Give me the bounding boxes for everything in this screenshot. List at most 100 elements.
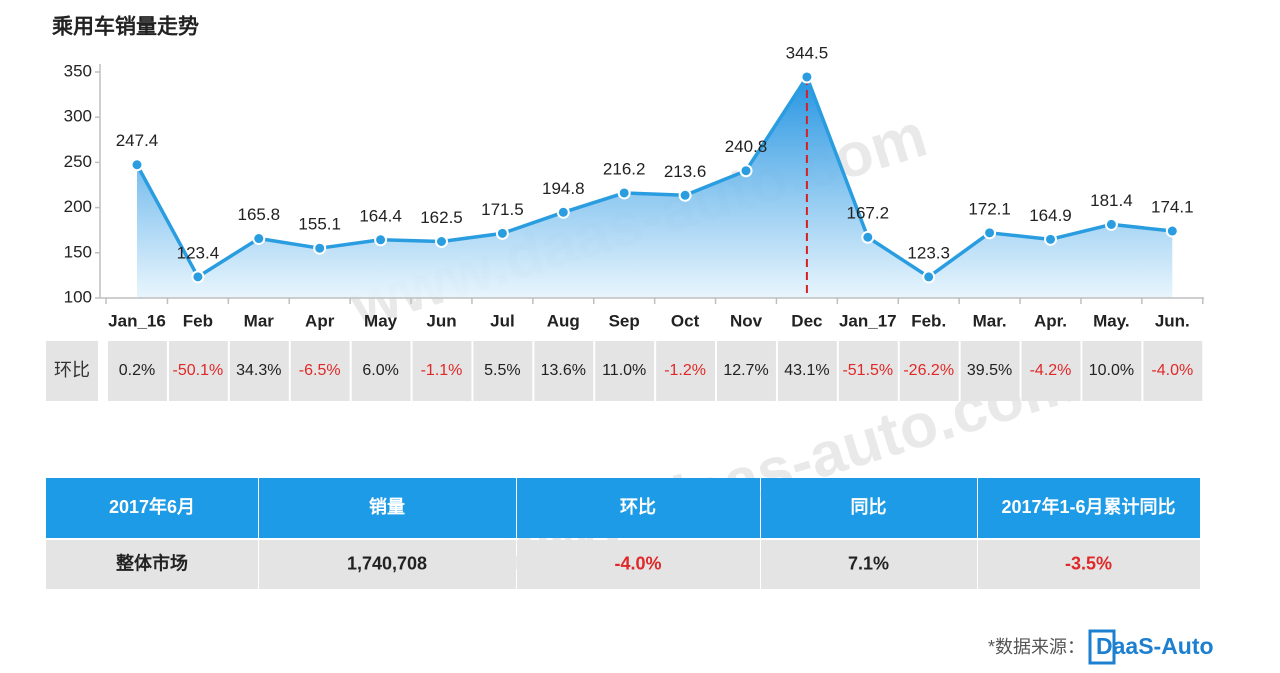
value-label: 171.5 bbox=[481, 200, 524, 219]
x-tick-label: Nov bbox=[730, 311, 763, 330]
point bbox=[678, 188, 692, 202]
mom-value: -1.2% bbox=[664, 362, 706, 379]
value-label: 194.8 bbox=[542, 179, 585, 198]
y-tick-label: 300 bbox=[64, 107, 92, 126]
source-label: *数据来源： bbox=[988, 637, 1085, 657]
area bbox=[137, 76, 1173, 298]
mom-value: -51.5% bbox=[842, 362, 893, 379]
x-tick-label: Mar. bbox=[973, 311, 1007, 330]
mom-cell bbox=[595, 341, 655, 401]
mom-value: -1.1% bbox=[421, 362, 463, 379]
mom-value: 12.7% bbox=[723, 362, 768, 379]
x-tick-label: May. bbox=[1093, 311, 1130, 330]
mom-value: -4.0% bbox=[1151, 362, 1193, 379]
mom-cell bbox=[838, 341, 898, 401]
value-label: 181.4 bbox=[1090, 191, 1133, 210]
point bbox=[435, 235, 448, 248]
x-tick-label: Jun bbox=[426, 311, 456, 330]
header-text: 2017年1-6月累计同比 bbox=[1001, 496, 1175, 517]
mom-value: 11.0% bbox=[602, 362, 646, 379]
point bbox=[313, 241, 327, 255]
mom-value: 10.0% bbox=[1089, 362, 1134, 379]
value-label: 164.9 bbox=[1029, 206, 1072, 225]
mom-cell bbox=[777, 341, 837, 401]
x-tick-label: Jun. bbox=[1155, 311, 1190, 330]
header-text: 2017年6月 bbox=[109, 496, 195, 517]
x-tick-label: Dec bbox=[791, 311, 822, 330]
x-tick-label: Oct bbox=[671, 311, 700, 330]
logo-box bbox=[1088, 629, 1116, 665]
value-label: 162.5 bbox=[420, 208, 463, 227]
point bbox=[1165, 224, 1179, 238]
value-label: 172.1 bbox=[968, 199, 1011, 218]
mom-value: -26.2% bbox=[903, 362, 954, 379]
value-label: 216.2 bbox=[603, 159, 646, 178]
mom-cell bbox=[229, 341, 289, 401]
x-tick-label: Aug bbox=[547, 311, 580, 330]
mom-cell bbox=[1021, 341, 1081, 401]
point bbox=[191, 270, 205, 284]
value-label: 165.8 bbox=[238, 205, 281, 224]
mom-value: -6.5% bbox=[299, 362, 341, 379]
y-tick-label: 200 bbox=[64, 197, 92, 216]
x-tick-label: May bbox=[364, 311, 398, 330]
point bbox=[617, 186, 631, 200]
mom-value: 6.0% bbox=[362, 362, 398, 379]
mom-cell bbox=[1143, 341, 1203, 401]
mom-value: 39.5% bbox=[967, 362, 1012, 379]
value-label: 344.5 bbox=[786, 43, 829, 62]
mom-cell bbox=[473, 341, 533, 401]
header-cell bbox=[978, 478, 1200, 538]
cell-text: 7.1% bbox=[848, 553, 889, 573]
x-tick-label: Jul bbox=[490, 311, 515, 330]
source-logo: DaaS-Auto bbox=[1096, 633, 1214, 659]
header-text: 销量 bbox=[369, 496, 405, 517]
table-cell bbox=[517, 540, 760, 589]
point bbox=[800, 70, 814, 84]
chart-title: 乘用车销量走势 bbox=[51, 15, 199, 39]
header-text: 同比 bbox=[851, 497, 887, 517]
mom-cell bbox=[899, 341, 959, 401]
value-label: 123.3 bbox=[907, 243, 950, 262]
value-label: 164.4 bbox=[359, 206, 402, 225]
header-cell bbox=[46, 478, 258, 538]
x-tick-label: Jan_16 bbox=[108, 311, 166, 330]
y-tick-label: 350 bbox=[64, 61, 92, 80]
y-tick-label: 250 bbox=[64, 152, 92, 171]
mom-cell bbox=[534, 341, 594, 401]
table-cell bbox=[46, 540, 258, 589]
x-tick-label: Feb. bbox=[911, 311, 946, 330]
point bbox=[983, 226, 997, 240]
x-tick-label: Apr. bbox=[1034, 311, 1067, 330]
mom-value: 5.5% bbox=[484, 362, 520, 379]
mom-cell bbox=[351, 341, 411, 401]
header-cell bbox=[761, 478, 977, 538]
mom-cell bbox=[290, 341, 350, 401]
mom-value: -4.2% bbox=[1030, 362, 1072, 379]
value-label: 155.1 bbox=[298, 215, 341, 234]
point bbox=[1104, 217, 1118, 231]
mom-value: 0.2% bbox=[119, 362, 155, 379]
table-cell bbox=[761, 540, 977, 589]
mom-cell bbox=[168, 341, 228, 401]
line bbox=[135, 75, 1173, 279]
x-tick-label: Apr bbox=[305, 311, 335, 330]
mom-value: -50.1% bbox=[173, 362, 224, 379]
cell-text: -4.0% bbox=[614, 553, 661, 573]
table-cell bbox=[978, 540, 1200, 589]
mom-value: 34.3% bbox=[236, 362, 281, 379]
point bbox=[922, 270, 936, 284]
point bbox=[739, 164, 753, 178]
x-tick-label: Sep bbox=[609, 311, 640, 330]
cell-text: -3.5% bbox=[1065, 553, 1112, 573]
mom-value: 13.6% bbox=[541, 362, 586, 379]
value-label: 247.4 bbox=[116, 131, 159, 150]
row-label-cell bbox=[46, 341, 98, 401]
value-label: 123.4 bbox=[177, 243, 220, 262]
point bbox=[1044, 232, 1057, 246]
cell-text: 整体市场 bbox=[115, 552, 188, 573]
header-cell bbox=[259, 478, 516, 538]
x-tick-label: Jan_17 bbox=[839, 311, 897, 330]
x-tick-label: Feb bbox=[183, 311, 213, 330]
value-label: 213.6 bbox=[664, 162, 707, 181]
